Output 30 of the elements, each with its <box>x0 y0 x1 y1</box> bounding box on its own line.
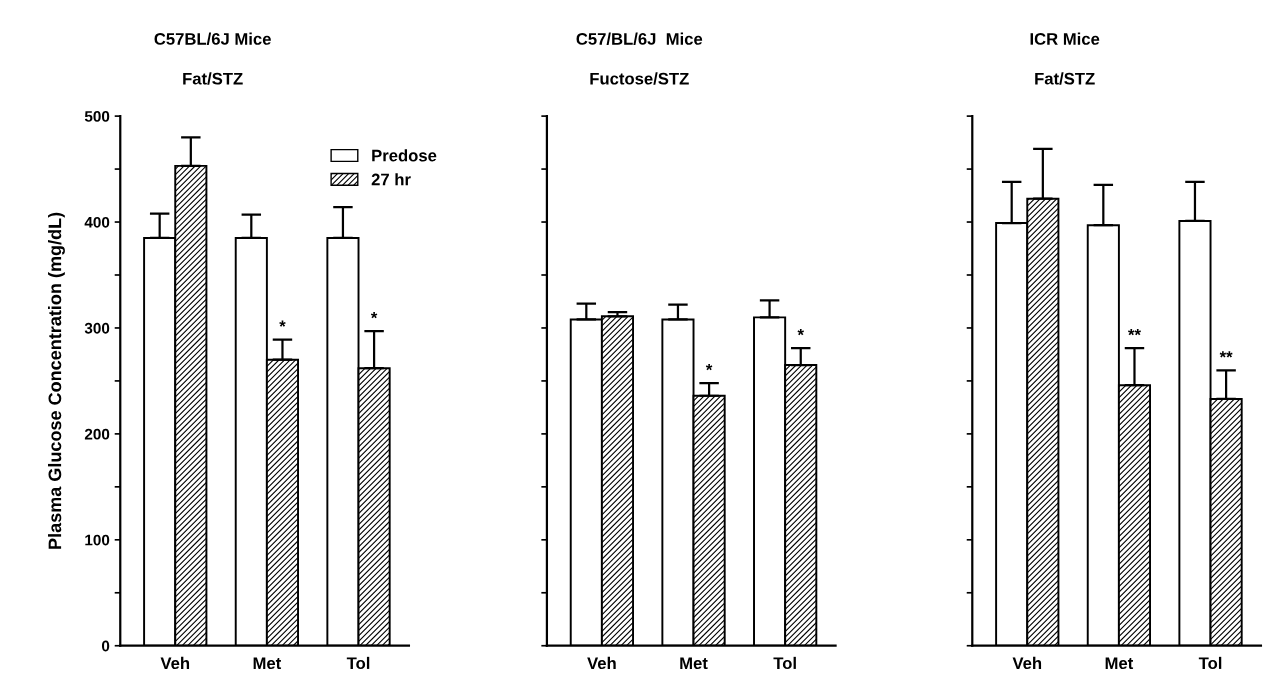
x-tick-label: Veh <box>587 656 616 670</box>
chart-title: C57BL/6J Mice <box>154 32 271 46</box>
y-tick-label: 0 <box>101 640 110 652</box>
annotation: ** <box>1128 328 1141 336</box>
legend-label: Predose <box>372 149 437 162</box>
y-tick-label: 100 <box>85 534 110 546</box>
x-tick-label: Met <box>253 657 282 670</box>
y-tick-label: 200 <box>84 428 110 440</box>
x-tick-label: Tol <box>346 656 370 670</box>
legend-label: 27 hr <box>371 173 411 186</box>
x-tick-label: Tol <box>1198 656 1222 670</box>
chart-subtitle: Fuctose/STZ <box>590 72 689 85</box>
annotation: * <box>370 312 378 319</box>
annotation: * <box>797 328 804 336</box>
x-tick-label: Tol <box>773 656 796 670</box>
chart-title: ICR Mice <box>1030 32 1100 45</box>
y-tick-label: 500 <box>84 110 110 122</box>
chart-title: C57/BL/6J Mice <box>576 32 703 46</box>
x-tick-label: Met <box>680 657 708 670</box>
x-tick-label: Veh <box>1012 656 1042 670</box>
y-tick-label: 300 <box>84 322 110 334</box>
y-axis-title: Plasma Glucose Concentration (mg/dL) <box>48 212 65 549</box>
annotation: * <box>279 320 286 327</box>
x-tick-label: Met <box>1105 657 1134 670</box>
x-tick-label: Veh <box>160 656 190 670</box>
annotation: ** <box>1219 351 1233 358</box>
chart-subtitle: Fat/STZ <box>1035 72 1095 85</box>
annotation: * <box>705 363 713 371</box>
y-tick-label: 400 <box>84 216 110 228</box>
chart-subtitle: Fat/STZ <box>183 72 243 85</box>
